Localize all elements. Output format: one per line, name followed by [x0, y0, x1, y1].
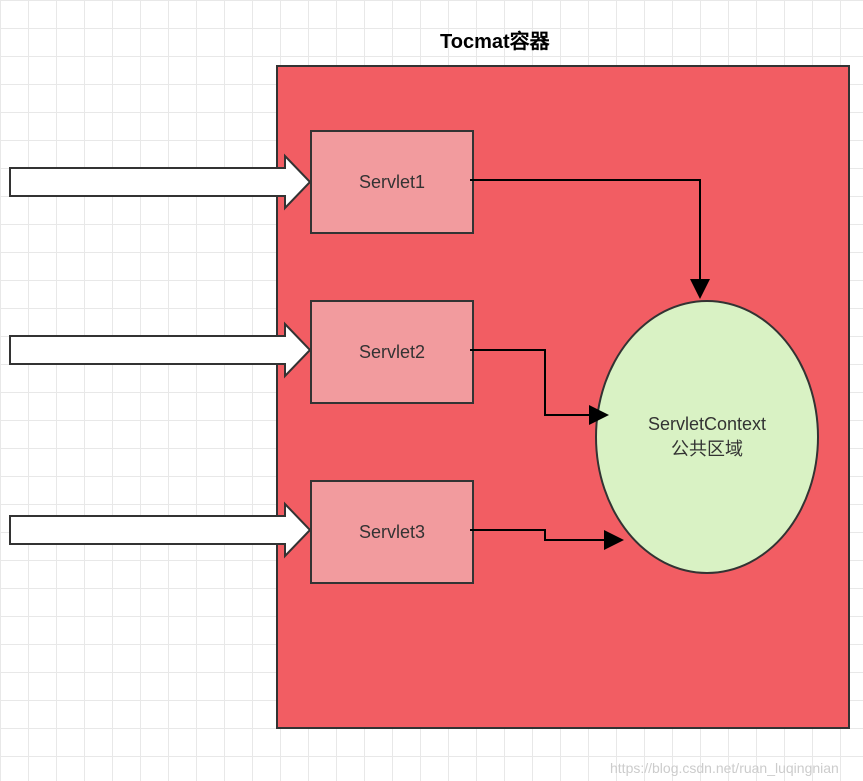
servlet3-box: Servlet3	[310, 480, 474, 584]
diagram-title: Tocmat容器	[440, 25, 550, 54]
servlet1-box: Servlet1	[310, 130, 474, 234]
diagram-canvas: Tocmat容器 Servlet1 Servlet2 Servlet3 Serv…	[0, 0, 863, 781]
servlet2-label: Servlet2	[359, 342, 425, 363]
context-label-2: 公共区域	[671, 435, 743, 461]
context-label-1: ServletContext	[648, 414, 766, 435]
watermark-text: https://blog.csdn.net/ruan_luqingnian	[610, 760, 839, 776]
servlet1-label: Servlet1	[359, 172, 425, 193]
servlet2-box: Servlet2	[310, 300, 474, 404]
servlet-context-ellipse: ServletContext 公共区域	[595, 300, 819, 574]
servlet3-label: Servlet3	[359, 522, 425, 543]
